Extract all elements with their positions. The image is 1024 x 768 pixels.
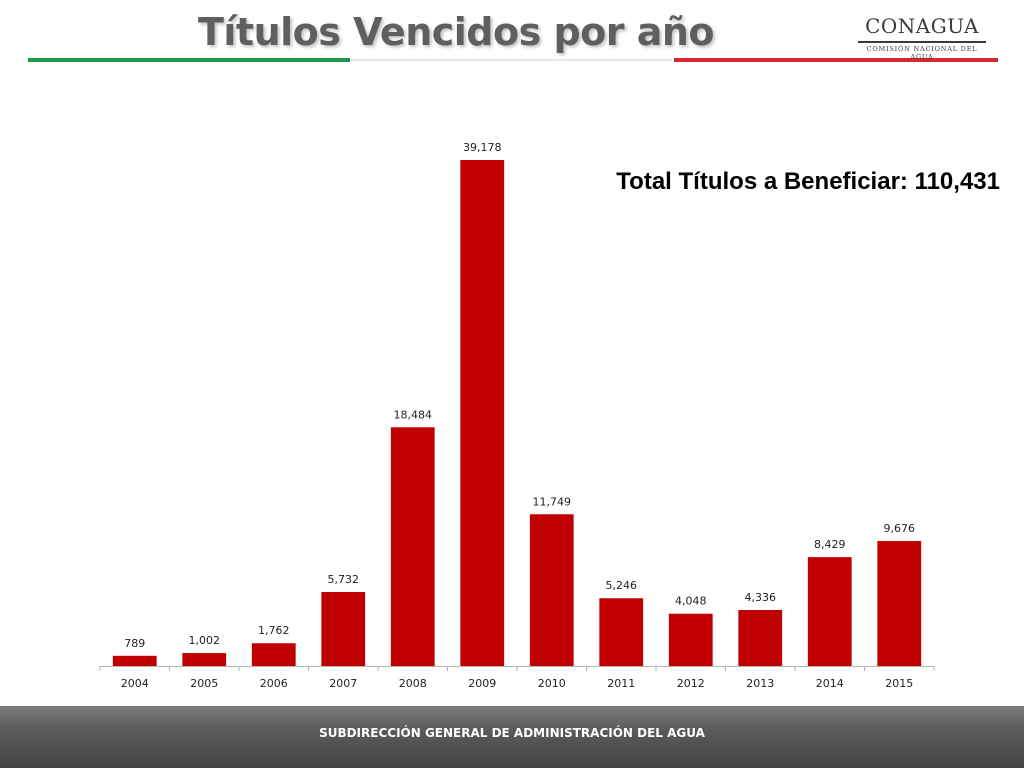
slide-title: Títulos Vencidos por año	[197, 10, 715, 54]
bar-2009	[460, 160, 505, 666]
x-tick-label-2014: 2014	[816, 677, 844, 690]
x-tick-label-2010: 2010	[538, 677, 566, 690]
x-tick-label-2009: 2009	[468, 677, 496, 690]
x-tick-label-2015: 2015	[885, 677, 913, 690]
x-tick-label-2013: 2013	[746, 677, 774, 690]
footer-bar: SUBDIRECCIÓN GENERAL DE ADMINISTRACIÓN D…	[0, 706, 1024, 768]
x-tick-label-2007: 2007	[329, 677, 357, 690]
footer-text: SUBDIRECCIÓN GENERAL DE ADMINISTRACIÓN D…	[319, 726, 705, 740]
x-tick-label-2012: 2012	[677, 677, 705, 690]
logo-subtitle: COMISIÓN NACIONAL DEL AGUA	[866, 45, 978, 61]
bar-2013	[738, 609, 783, 666]
data-label-2010: 11,749	[533, 495, 572, 508]
x-tick-label-2004: 2004	[121, 677, 149, 690]
bar-2011	[599, 598, 644, 666]
bar-2015	[877, 541, 922, 666]
bar-2010	[529, 514, 574, 666]
data-label-2013: 4,336	[745, 591, 777, 604]
bar-2012	[668, 613, 713, 666]
title-rule-white	[350, 59, 672, 61]
bar-2004	[112, 655, 157, 666]
logo-divider	[858, 41, 986, 43]
bar-2005	[182, 653, 227, 666]
bar-2008	[390, 427, 435, 666]
data-label-2014: 8,429	[814, 538, 846, 551]
x-tick-label-2008: 2008	[399, 677, 427, 690]
data-label-2006: 1,762	[258, 624, 290, 637]
bar-2014	[807, 557, 852, 666]
x-tick-label-2005: 2005	[190, 677, 218, 690]
x-tick-label-2006: 2006	[260, 677, 288, 690]
data-label-2008: 18,484	[394, 408, 433, 421]
data-label-2007: 5,732	[328, 573, 360, 586]
data-label-2012: 4,048	[675, 595, 707, 608]
bar-2006	[251, 643, 296, 666]
data-label-2004: 789	[124, 637, 145, 650]
data-label-2015: 9,676	[884, 522, 916, 535]
data-label-2005: 1,002	[189, 634, 221, 647]
logo-name: CONAGUA	[865, 14, 979, 38]
data-label-2009: 39,178	[463, 141, 502, 154]
data-label-2011: 5,246	[606, 579, 638, 592]
total-note: Total Títulos a Beneficiar: 110,431	[616, 168, 1000, 195]
bar-2007	[321, 591, 366, 666]
title-rule-green	[28, 58, 350, 62]
conagua-logo: CONAGUA COMISIÓN NACIONAL DEL AGUA	[856, 14, 996, 61]
title-rule-red	[674, 58, 998, 62]
x-tick-label-2011: 2011	[607, 677, 635, 690]
